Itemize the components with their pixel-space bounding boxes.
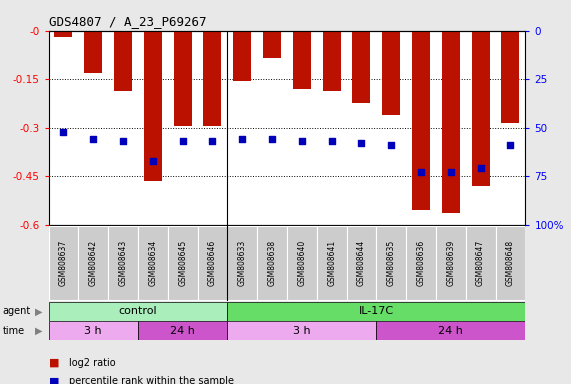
Bar xyxy=(138,321,227,340)
Point xyxy=(416,169,425,175)
Text: GSM808647: GSM808647 xyxy=(476,240,485,286)
Point xyxy=(447,169,456,175)
Text: 3 h: 3 h xyxy=(293,326,311,336)
Text: GSM808640: GSM808640 xyxy=(297,240,306,286)
Bar xyxy=(436,226,466,300)
Bar xyxy=(227,302,525,321)
Bar xyxy=(376,321,525,340)
Text: GSM808642: GSM808642 xyxy=(89,240,98,286)
Text: GSM808645: GSM808645 xyxy=(178,240,187,286)
Bar xyxy=(442,31,460,214)
Bar xyxy=(168,226,198,300)
Point xyxy=(89,136,98,142)
Bar xyxy=(287,226,317,300)
Bar xyxy=(347,226,376,300)
Text: ■: ■ xyxy=(49,376,59,384)
Text: agent: agent xyxy=(3,306,31,316)
Bar xyxy=(406,226,436,300)
Point xyxy=(118,138,127,144)
Text: GSM808641: GSM808641 xyxy=(327,240,336,286)
Bar xyxy=(227,321,376,340)
Bar xyxy=(49,321,138,340)
Bar xyxy=(203,31,222,126)
Bar xyxy=(257,226,287,300)
Bar xyxy=(54,31,73,37)
Text: 24 h: 24 h xyxy=(439,326,463,336)
Bar xyxy=(49,226,78,300)
Text: 24 h: 24 h xyxy=(170,326,195,336)
Text: log2 ratio: log2 ratio xyxy=(69,358,115,368)
Point xyxy=(208,138,217,144)
Bar xyxy=(501,31,520,123)
Bar xyxy=(227,226,257,300)
Bar xyxy=(138,226,168,300)
Text: ▶: ▶ xyxy=(35,306,43,316)
Text: GSM808636: GSM808636 xyxy=(416,240,425,286)
Point xyxy=(357,140,366,146)
Bar xyxy=(466,226,496,300)
Bar xyxy=(317,226,347,300)
Point xyxy=(148,157,158,164)
Text: percentile rank within the sample: percentile rank within the sample xyxy=(69,376,234,384)
Bar xyxy=(174,31,192,126)
Text: ■: ■ xyxy=(49,358,59,368)
Text: GSM808644: GSM808644 xyxy=(357,240,366,286)
Bar xyxy=(352,31,371,103)
Bar xyxy=(78,226,108,300)
Bar xyxy=(293,31,311,89)
Text: time: time xyxy=(3,326,25,336)
Bar xyxy=(412,31,430,210)
Text: GSM808635: GSM808635 xyxy=(387,240,396,286)
Point xyxy=(506,142,515,148)
Text: ▶: ▶ xyxy=(35,326,43,336)
Bar xyxy=(323,31,340,91)
Text: IL-17C: IL-17C xyxy=(359,306,394,316)
Point xyxy=(267,136,276,142)
Bar xyxy=(108,226,138,300)
Text: GDS4807 / A_23_P69267: GDS4807 / A_23_P69267 xyxy=(49,15,206,28)
Text: GSM808634: GSM808634 xyxy=(148,240,158,286)
Point xyxy=(178,138,187,144)
Text: GSM808637: GSM808637 xyxy=(59,240,68,286)
Text: 3 h: 3 h xyxy=(85,326,102,336)
Bar xyxy=(49,302,227,321)
Point xyxy=(476,166,485,172)
Point xyxy=(297,138,307,144)
Text: GSM808643: GSM808643 xyxy=(119,240,127,286)
Bar xyxy=(85,31,102,73)
Text: GSM808648: GSM808648 xyxy=(506,240,515,286)
Text: GSM808646: GSM808646 xyxy=(208,240,217,286)
Bar xyxy=(472,31,489,186)
Text: control: control xyxy=(119,306,157,316)
Bar xyxy=(496,226,525,300)
Bar xyxy=(383,31,400,115)
Point xyxy=(387,142,396,148)
Point xyxy=(327,138,336,144)
Bar xyxy=(144,31,162,181)
Bar xyxy=(263,31,281,58)
Text: GSM808639: GSM808639 xyxy=(447,240,455,286)
Text: GSM808633: GSM808633 xyxy=(238,240,247,286)
Bar xyxy=(114,31,132,91)
Point xyxy=(59,129,68,135)
Text: GSM808638: GSM808638 xyxy=(268,240,276,286)
Bar xyxy=(376,226,406,300)
Bar xyxy=(198,226,227,300)
Bar xyxy=(234,31,251,81)
Point xyxy=(238,136,247,142)
